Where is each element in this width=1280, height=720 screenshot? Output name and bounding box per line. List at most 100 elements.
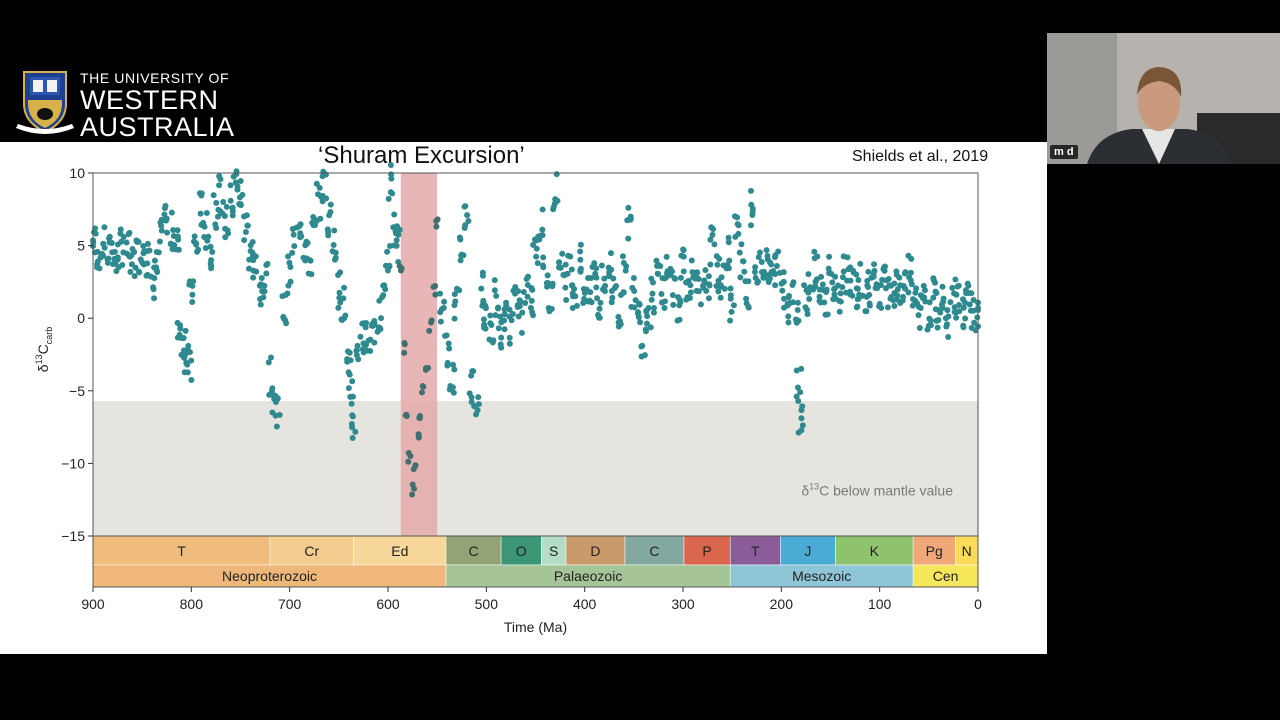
- data-point: [730, 302, 737, 309]
- data-point: [352, 428, 359, 435]
- data-point: [336, 289, 343, 296]
- data-point: [506, 313, 513, 320]
- y-axis-ticks: 10 5 0 −5 −10 −15: [61, 165, 93, 544]
- data-point: [487, 312, 494, 319]
- data-point: [934, 324, 941, 331]
- data-point: [806, 296, 813, 303]
- data-point: [854, 296, 861, 303]
- y-axis-label-sub: carb: [44, 327, 54, 345]
- data-point: [966, 301, 973, 308]
- data-point: [785, 292, 792, 299]
- data-point: [492, 312, 499, 319]
- data-point: [233, 171, 240, 178]
- data-point: [163, 215, 170, 222]
- participant-video-tile[interactable]: m d: [1047, 33, 1280, 164]
- data-point: [349, 435, 356, 442]
- data-point: [891, 302, 898, 309]
- data-point: [450, 361, 457, 368]
- data-point: [357, 333, 364, 340]
- data-point: [388, 175, 395, 182]
- data-point: [676, 302, 683, 309]
- data-point: [158, 227, 165, 234]
- era-label: Palaeozoic: [554, 568, 623, 584]
- data-point: [968, 290, 975, 297]
- data-point: [530, 312, 537, 319]
- y-axis-label-delta: δ: [35, 364, 51, 372]
- period-label: Ed: [391, 543, 408, 559]
- data-point: [598, 262, 605, 269]
- data-point: [793, 393, 800, 400]
- data-point: [798, 415, 805, 422]
- period-box: [624, 535, 685, 566]
- data-point: [825, 265, 832, 272]
- data-point: [964, 280, 971, 287]
- data-point: [151, 295, 158, 302]
- data-point: [855, 276, 862, 283]
- data-point: [755, 278, 762, 285]
- data-point: [807, 284, 814, 291]
- data-point: [158, 222, 165, 229]
- data-point: [773, 263, 780, 270]
- data-point: [752, 264, 759, 271]
- data-point: [588, 274, 595, 281]
- data-point: [849, 292, 856, 299]
- data-point: [512, 290, 519, 297]
- data-point: [379, 294, 386, 301]
- data-point: [643, 307, 650, 314]
- data-point: [952, 276, 959, 283]
- data-point: [853, 271, 860, 278]
- data-point: [945, 333, 952, 340]
- data-point: [189, 282, 196, 289]
- data-point: [353, 347, 360, 354]
- data-point: [494, 305, 501, 312]
- data-point: [324, 226, 331, 233]
- data-point: [548, 305, 555, 312]
- data-point: [432, 291, 439, 298]
- data-point: [876, 300, 883, 307]
- data-point: [195, 246, 202, 253]
- data-point: [378, 315, 385, 322]
- data-point: [829, 279, 836, 286]
- data-point: [113, 268, 120, 275]
- data-point: [193, 241, 200, 248]
- data-point: [577, 248, 584, 255]
- x-tick-label: 400: [573, 596, 597, 612]
- data-point: [520, 288, 527, 295]
- data-point: [488, 322, 495, 329]
- data-point: [676, 316, 683, 323]
- data-point: [864, 277, 871, 284]
- data-point: [610, 275, 617, 282]
- data-point: [506, 340, 513, 347]
- data-point: [309, 219, 316, 226]
- data-point: [854, 285, 861, 292]
- data-point: [557, 264, 564, 271]
- data-point: [188, 357, 195, 364]
- data-point: [539, 232, 546, 239]
- data-point: [533, 245, 540, 252]
- data-point: [577, 256, 584, 263]
- data-point: [701, 277, 708, 284]
- data-point: [524, 293, 531, 300]
- data-point: [229, 205, 236, 212]
- data-point: [644, 313, 651, 320]
- data-point: [663, 253, 670, 260]
- data-point: [346, 371, 353, 378]
- data-point: [930, 294, 937, 301]
- data-point: [697, 301, 704, 308]
- data-point: [793, 319, 800, 326]
- data-points: [90, 161, 981, 498]
- data-point: [498, 334, 505, 341]
- data-point: [625, 204, 632, 211]
- data-point: [599, 286, 606, 293]
- data-point: [812, 278, 819, 285]
- data-point: [407, 453, 414, 460]
- data-point: [418, 389, 425, 396]
- data-point: [475, 401, 482, 408]
- x-tick-label: 200: [770, 596, 794, 612]
- period-box: [835, 535, 914, 566]
- logo-line-3: AUSTRALIA: [80, 112, 235, 142]
- data-point: [534, 260, 541, 267]
- data-point: [170, 227, 177, 234]
- data-point: [482, 302, 489, 309]
- data-point: [155, 249, 162, 256]
